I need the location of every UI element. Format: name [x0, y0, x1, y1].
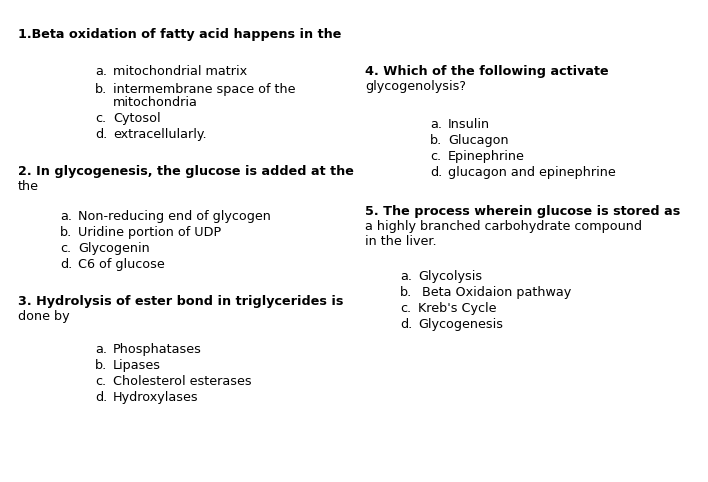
Text: 5. The process wherein glucose is stored as: 5. The process wherein glucose is stored…	[365, 205, 680, 218]
Text: c.: c.	[60, 242, 71, 255]
Text: b.: b.	[400, 286, 412, 299]
Text: mitochondria: mitochondria	[113, 96, 198, 109]
Text: d.: d.	[430, 166, 442, 179]
Text: Epinephrine: Epinephrine	[448, 150, 525, 163]
Text: a.: a.	[95, 343, 107, 356]
Text: Glycogenin: Glycogenin	[78, 242, 150, 255]
Text: glucagon and epinephrine: glucagon and epinephrine	[448, 166, 616, 179]
Text: Beta Oxidaion pathway: Beta Oxidaion pathway	[418, 286, 571, 299]
Text: a.: a.	[95, 65, 107, 78]
Text: 3. Hydrolysis of ester bond in triglycerides is: 3. Hydrolysis of ester bond in triglycer…	[18, 295, 343, 308]
Text: b.: b.	[60, 226, 72, 239]
Text: Glucagon: Glucagon	[448, 134, 508, 147]
Text: Glycolysis: Glycolysis	[418, 270, 482, 283]
Text: 4. Which of the following activate: 4. Which of the following activate	[365, 65, 609, 78]
Text: Uridine portion of UDP: Uridine portion of UDP	[78, 226, 221, 239]
Text: b.: b.	[95, 83, 107, 96]
Text: done by: done by	[18, 310, 69, 323]
Text: d.: d.	[400, 318, 412, 331]
Text: Kreb's Cycle: Kreb's Cycle	[418, 302, 496, 315]
Text: Non-reducing end of glycogen: Non-reducing end of glycogen	[78, 210, 271, 223]
Text: mitochondrial matrix: mitochondrial matrix	[113, 65, 247, 78]
Text: d.: d.	[95, 391, 107, 404]
Text: Glycogenesis: Glycogenesis	[418, 318, 503, 331]
Text: the: the	[18, 180, 39, 193]
Text: in the liver.: in the liver.	[365, 235, 437, 248]
Text: intermembrane space of the: intermembrane space of the	[113, 83, 295, 96]
Text: glycogenolysis?: glycogenolysis?	[365, 80, 466, 93]
Text: c.: c.	[400, 302, 411, 315]
Text: a.: a.	[60, 210, 72, 223]
Text: Phosphatases: Phosphatases	[113, 343, 202, 356]
Text: b.: b.	[95, 359, 107, 372]
Text: 2. In glycogenesis, the glucose is added at the: 2. In glycogenesis, the glucose is added…	[18, 165, 354, 178]
Text: a.: a.	[430, 118, 442, 131]
Text: c.: c.	[95, 112, 106, 125]
Text: C6 of glucose: C6 of glucose	[78, 258, 165, 271]
Text: c.: c.	[430, 150, 441, 163]
Text: extracellularly.: extracellularly.	[113, 128, 207, 141]
Text: b.: b.	[430, 134, 442, 147]
Text: d.: d.	[60, 258, 72, 271]
Text: Lipases: Lipases	[113, 359, 161, 372]
Text: Cholesterol esterases: Cholesterol esterases	[113, 375, 251, 388]
Text: a.: a.	[400, 270, 412, 283]
Text: c.: c.	[95, 375, 106, 388]
Text: Hydroxylases: Hydroxylases	[113, 391, 199, 404]
Text: a highly branched carbohydrate compound: a highly branched carbohydrate compound	[365, 220, 642, 233]
Text: d.: d.	[95, 128, 107, 141]
Text: 1.Beta oxidation of fatty acid happens in the: 1.Beta oxidation of fatty acid happens i…	[18, 28, 341, 41]
Text: Insulin: Insulin	[448, 118, 490, 131]
Text: Cytosol: Cytosol	[113, 112, 161, 125]
